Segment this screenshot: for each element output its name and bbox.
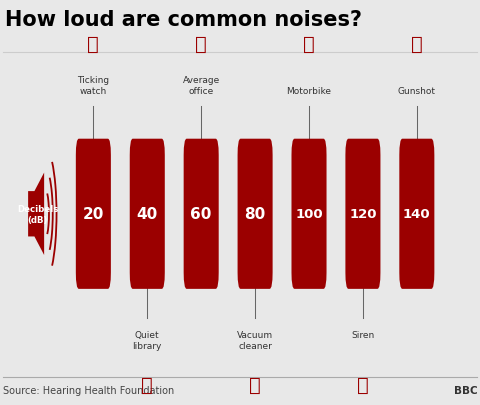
Text: ⏰: ⏰	[87, 34, 99, 53]
Text: Gunshot: Gunshot	[398, 86, 436, 95]
Text: 40: 40	[137, 207, 158, 222]
Text: 120: 120	[349, 208, 377, 221]
Text: Source: Hearing Health Foundation: Source: Hearing Health Foundation	[3, 385, 174, 394]
Text: 👥: 👥	[195, 34, 207, 53]
FancyBboxPatch shape	[76, 139, 111, 289]
FancyBboxPatch shape	[184, 139, 219, 289]
FancyBboxPatch shape	[130, 139, 165, 289]
Text: 🔊: 🔊	[357, 375, 369, 394]
Text: 20: 20	[83, 207, 104, 222]
Text: Average
office: Average office	[182, 76, 220, 95]
Text: 🔫: 🔫	[411, 34, 423, 53]
Text: Motorbike: Motorbike	[287, 86, 332, 95]
Text: Vacuum
cleaner: Vacuum cleaner	[237, 330, 273, 350]
Text: Decibels
(dB): Decibels (dB)	[17, 204, 59, 224]
Text: 80: 80	[244, 207, 266, 222]
FancyBboxPatch shape	[291, 139, 326, 289]
Text: 60: 60	[191, 207, 212, 222]
FancyBboxPatch shape	[399, 139, 434, 289]
Text: How loud are common noises?: How loud are common noises?	[5, 10, 362, 30]
Text: Quiet
library: Quiet library	[132, 330, 162, 350]
Text: 📖: 📖	[142, 375, 153, 394]
Text: BBC: BBC	[454, 385, 477, 394]
Text: 🏍️: 🏍️	[303, 34, 315, 53]
Text: Siren: Siren	[351, 330, 374, 339]
Text: Ticking
watch: Ticking watch	[77, 76, 109, 95]
Text: 🧺: 🧺	[249, 375, 261, 394]
Text: 100: 100	[295, 208, 323, 221]
FancyBboxPatch shape	[238, 139, 273, 289]
FancyBboxPatch shape	[346, 139, 381, 289]
Text: 140: 140	[403, 208, 431, 221]
Polygon shape	[28, 173, 44, 256]
